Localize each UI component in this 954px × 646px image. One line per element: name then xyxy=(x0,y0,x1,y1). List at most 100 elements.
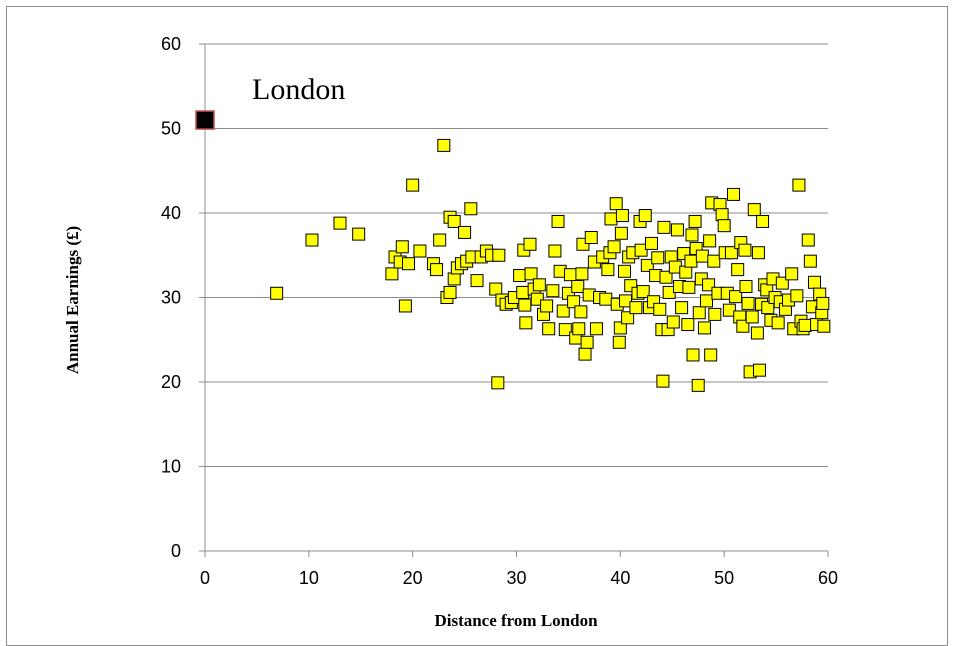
data-point-15 xyxy=(437,138,451,152)
data-point-94 xyxy=(634,243,648,257)
data-point-7 xyxy=(395,240,409,254)
data-point-56 xyxy=(558,323,572,337)
data-point-84 xyxy=(615,209,629,223)
data-point-50 xyxy=(542,322,556,336)
y-tick-label-50: 50 xyxy=(161,119,181,139)
data-point-157 xyxy=(750,326,764,340)
y-tick-label-40: 40 xyxy=(161,203,181,223)
data-point-62 xyxy=(572,322,586,336)
highlight-point-group xyxy=(195,110,215,130)
data-point-105 xyxy=(656,374,670,388)
data-point-135 xyxy=(707,254,721,268)
data-point-83 xyxy=(614,226,628,240)
data-point-188 xyxy=(817,319,831,333)
x-tick-label-10: 10 xyxy=(299,568,319,588)
x-axis-title: Distance from London xyxy=(434,611,598,630)
data-point-102 xyxy=(651,251,665,265)
data-point-143 xyxy=(722,303,736,317)
data-point-106 xyxy=(657,220,671,234)
data-point-71 xyxy=(589,322,603,336)
data-point-13 xyxy=(430,263,444,277)
x-tick-labels: 0 10 20 30 40 50 60 xyxy=(200,568,838,588)
data-point-52 xyxy=(548,244,562,258)
x-tick-label-0: 0 xyxy=(200,568,210,588)
data-point-152 xyxy=(739,280,753,294)
data-point-130 xyxy=(700,294,714,308)
data-point-79 xyxy=(609,197,623,211)
y-tick-labels: 0 10 20 30 40 50 60 xyxy=(161,34,181,561)
x-tick-label-30: 30 xyxy=(506,568,526,588)
data-point-146 xyxy=(729,290,743,304)
data-point-27 xyxy=(470,274,484,288)
data-point-53 xyxy=(551,214,565,228)
data-point-111 xyxy=(666,315,680,329)
data-point-126 xyxy=(692,306,706,320)
data-point-153 xyxy=(741,296,755,310)
data-point-58 xyxy=(563,268,577,282)
data-point-47 xyxy=(532,278,546,292)
data-point-75 xyxy=(601,263,615,277)
data-point-151 xyxy=(738,243,752,257)
data-point-43 xyxy=(523,237,537,251)
data-point-136 xyxy=(708,307,722,321)
data-point-66 xyxy=(578,347,592,361)
data-point-11 xyxy=(413,244,427,258)
data-point-64 xyxy=(575,267,589,281)
data-point-17 xyxy=(443,285,457,299)
data-point-175 xyxy=(790,289,804,303)
data-point-85 xyxy=(617,264,631,278)
data-point-55 xyxy=(556,304,570,318)
data-point-140 xyxy=(717,219,731,233)
data-point-145 xyxy=(727,187,741,201)
data-point-113 xyxy=(670,223,684,237)
data-point-187 xyxy=(816,296,830,310)
x-tick-label-40: 40 xyxy=(610,568,630,588)
x-tick-label-20: 20 xyxy=(403,568,423,588)
data-point-61 xyxy=(571,280,585,294)
data-point-32 xyxy=(492,248,506,262)
data-point-96 xyxy=(638,209,652,223)
data-point-51 xyxy=(546,284,560,298)
data-point-133 xyxy=(704,348,718,362)
data-point-123 xyxy=(688,214,702,228)
data-point-69 xyxy=(584,231,598,245)
y-tick-label-20: 20 xyxy=(161,372,181,392)
data-point-103 xyxy=(653,302,667,316)
data-point-158 xyxy=(751,246,765,260)
data-point-139 xyxy=(715,208,729,222)
y-tick-label-30: 30 xyxy=(161,288,181,308)
y-axis-title: Annual Earnings (£) xyxy=(63,226,82,374)
data-point-9 xyxy=(402,257,416,271)
data-point-0 xyxy=(270,286,284,300)
data-point-81 xyxy=(612,335,626,349)
data-point-86 xyxy=(619,294,633,308)
data-point-181 xyxy=(803,254,817,268)
axes xyxy=(199,43,829,557)
data-point-4 xyxy=(385,267,399,281)
x-tick-label-50: 50 xyxy=(714,568,734,588)
data-point-38 xyxy=(513,269,527,283)
data-point-180 xyxy=(801,233,815,247)
data-point-144 xyxy=(724,246,738,260)
y-tick-label-60: 60 xyxy=(161,34,181,54)
data-point-31 xyxy=(489,282,503,296)
data-point-107 xyxy=(659,270,673,284)
data-point-97 xyxy=(640,258,654,272)
data-point-87 xyxy=(621,311,635,325)
data-point-41 xyxy=(518,298,532,312)
data-point-173 xyxy=(785,267,799,281)
highlight-point-london xyxy=(195,110,215,130)
data-point-1 xyxy=(305,233,319,247)
data-point-59 xyxy=(567,295,581,309)
data-point-147 xyxy=(731,263,745,277)
data-point-20 xyxy=(447,214,461,228)
data-point-33 xyxy=(491,376,505,390)
annotation-london: London xyxy=(252,73,345,106)
data-point-115 xyxy=(675,301,689,315)
data-point-176 xyxy=(792,178,806,192)
data-point-179 xyxy=(798,318,812,332)
data-point-10 xyxy=(406,178,420,192)
data-point-3 xyxy=(352,227,366,241)
data-point-99 xyxy=(644,236,658,250)
